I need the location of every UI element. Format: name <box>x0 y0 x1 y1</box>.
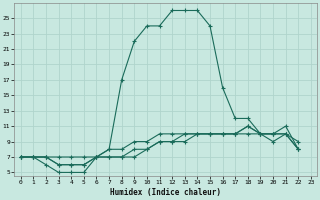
X-axis label: Humidex (Indice chaleur): Humidex (Indice chaleur) <box>110 188 221 197</box>
